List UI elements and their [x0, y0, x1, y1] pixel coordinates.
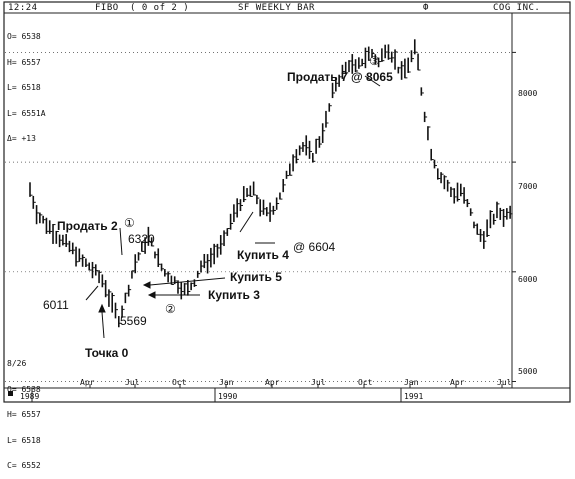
- header-company: COG INC.: [493, 3, 541, 13]
- x-tick-label: Apr: [80, 378, 95, 387]
- ohlc-line: H= 6557: [7, 57, 41, 67]
- ohlc-line: H= 6557: [7, 410, 41, 419]
- x-tick-label: Oct: [172, 378, 187, 387]
- wave-marker-3: ③: [369, 54, 380, 68]
- x-tick-label: Apr: [265, 378, 280, 387]
- x-tick-label: Jan: [219, 378, 234, 387]
- annotation-sell-2: Продать 2: [57, 219, 118, 233]
- wave-marker-2: ②: [165, 302, 176, 316]
- ohlc-line: Δ= +13: [7, 134, 36, 143]
- annotation-buy-3: Купить 3: [208, 288, 260, 302]
- y-tick-label: 6000: [518, 275, 538, 284]
- ohlc-line: L= 6518: [7, 83, 41, 92]
- ohlc-line: O= 6538: [7, 32, 41, 41]
- ohlc-readout-bottom: 8/26 O= 6538 H= 6557 L= 6518 C= 6552: [7, 343, 41, 479]
- price-label-6604: @ 6604: [293, 240, 336, 254]
- grid-lines: [5, 51, 516, 388]
- price-label-6011: 6011: [43, 298, 69, 312]
- header-page: ( 0 of 2 ): [130, 3, 190, 13]
- year-label: 1989: [20, 392, 40, 401]
- header-time: 12:24: [8, 3, 38, 13]
- annotation-buy-5: Купить 5: [230, 270, 282, 284]
- chart-frame: [3, 1, 571, 403]
- year-label: 1991: [404, 392, 424, 401]
- price-bars: [29, 39, 513, 328]
- y-tick-label: 5000: [518, 367, 538, 376]
- ohlc-line: L= 6518: [7, 435, 41, 445]
- header-title: SF WEEKLY BAR: [238, 3, 315, 13]
- y-tick-label: 8000: [518, 89, 538, 98]
- ohlc-line: O= 6538: [7, 384, 41, 394]
- annotation-point-0: Точка 0: [85, 346, 129, 360]
- y-tick-label: 7000: [518, 182, 538, 191]
- ohlc-line: C= 6552: [7, 461, 41, 470]
- x-tick-label: Jul: [125, 378, 140, 387]
- ohlc-line: L= 6551A: [7, 108, 46, 118]
- price-label-6320: 6320: [128, 232, 155, 246]
- year-dividers: [8, 388, 402, 402]
- ohlc-readout-top: O= 6538 H= 6557 L= 6518 L= 6551A Δ= +13: [7, 16, 46, 152]
- annotation-sell-7: Продать 7 @ 8065: [287, 70, 393, 84]
- ohlc-line: 8/26: [7, 359, 27, 368]
- x-tick-label: Jul: [497, 378, 512, 387]
- x-tick-label: Jul: [311, 378, 326, 387]
- annotation-arrows: [85, 75, 381, 339]
- header-marker: Ф: [423, 3, 429, 13]
- price-label-5569: 5569: [120, 314, 147, 328]
- annotation-buy-4: Купить 4: [237, 248, 289, 262]
- x-tick-label: Jan: [404, 378, 419, 387]
- x-tick-label: Oct: [358, 378, 373, 387]
- x-tick-label: Apr: [450, 378, 465, 387]
- header-study: FIBO: [95, 3, 119, 13]
- wave-marker-1: ①: [124, 216, 135, 230]
- year-label: 1990: [218, 392, 238, 401]
